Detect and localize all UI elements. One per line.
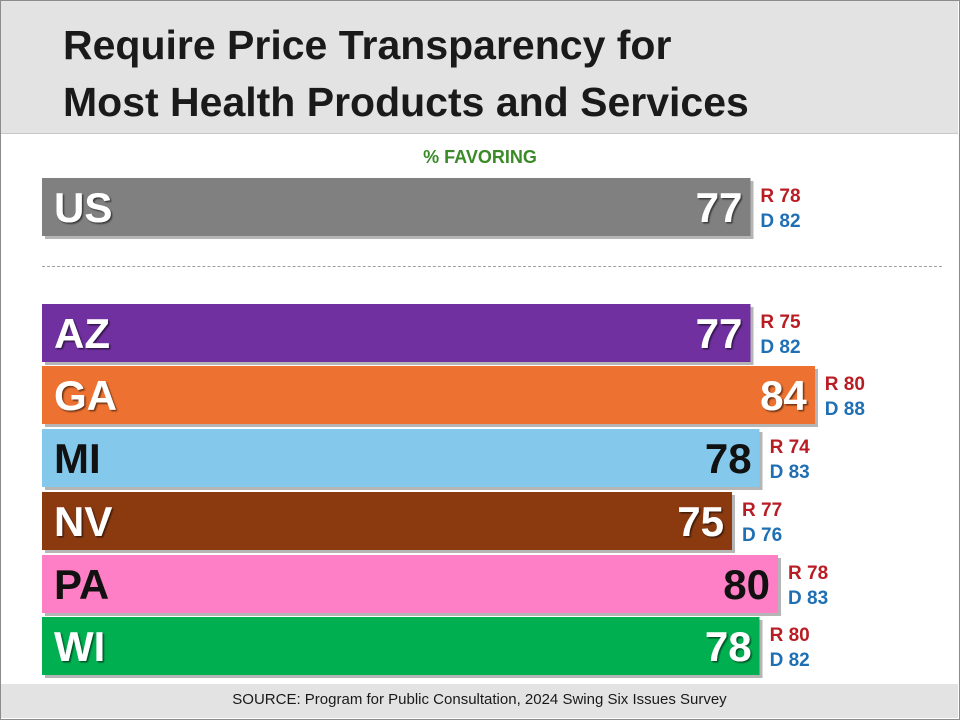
category-label-pa: PA	[54, 561, 109, 608]
bar-wi	[42, 617, 760, 675]
bar-nv	[42, 492, 732, 550]
republican-label-wi: R 80	[770, 625, 810, 646]
value-label-nv: 75	[677, 498, 724, 545]
republican-label-az: R 75	[760, 312, 801, 333]
democrat-label-nv: D 76	[742, 525, 782, 546]
value-label-mi: 78	[705, 435, 752, 482]
value-label-az: 77	[696, 310, 743, 357]
democrat-label-wi: D 82	[770, 650, 810, 671]
democrat-label-ga: D 88	[825, 399, 865, 420]
republican-label-us: R 78	[760, 186, 800, 207]
us-states-divider	[42, 266, 942, 267]
category-label-wi: WI	[54, 623, 105, 670]
value-label-pa: 80	[723, 561, 770, 608]
category-label-mi: MI	[54, 435, 101, 482]
source-text: SOURCE: Program for Public Consultation,…	[232, 691, 727, 708]
democrat-label-pa: D 83	[788, 588, 828, 609]
republican-label-ga: R 80	[825, 374, 865, 395]
category-label-ga: GA	[54, 372, 117, 419]
chart-title-line-2: Most Health Products and Services	[63, 79, 749, 125]
republican-label-nv: R 77	[742, 500, 782, 521]
title-banner: Require Price Transparency for Most Heal…	[1, 1, 958, 134]
chart-subtitle: % FAVORING	[423, 147, 537, 167]
chart-title: Require Price Transparency for Most Heal…	[63, 17, 943, 131]
republican-label-pa: R 78	[788, 563, 828, 584]
value-label-us: 77	[696, 184, 743, 231]
democrat-label-mi: D 83	[770, 462, 810, 483]
category-label-nv: NV	[54, 498, 112, 545]
republican-label-mi: R 74	[770, 437, 811, 458]
category-label-us: US	[54, 184, 112, 231]
bar-pa	[42, 555, 778, 613]
bar-az	[42, 304, 751, 362]
bar-mi	[42, 429, 760, 487]
source-footer: SOURCE: Program for Public Consultation,…	[1, 684, 958, 718]
bar-ga	[42, 366, 815, 424]
category-label-az: AZ	[54, 310, 110, 357]
value-label-ga: 84	[760, 372, 807, 419]
bar-us	[42, 178, 751, 236]
democrat-label-az: D 82	[760, 337, 800, 358]
value-label-wi: 78	[705, 623, 752, 670]
democrat-label-us: D 82	[760, 211, 800, 232]
chart-title-line-1: Require Price Transparency for	[63, 22, 672, 68]
